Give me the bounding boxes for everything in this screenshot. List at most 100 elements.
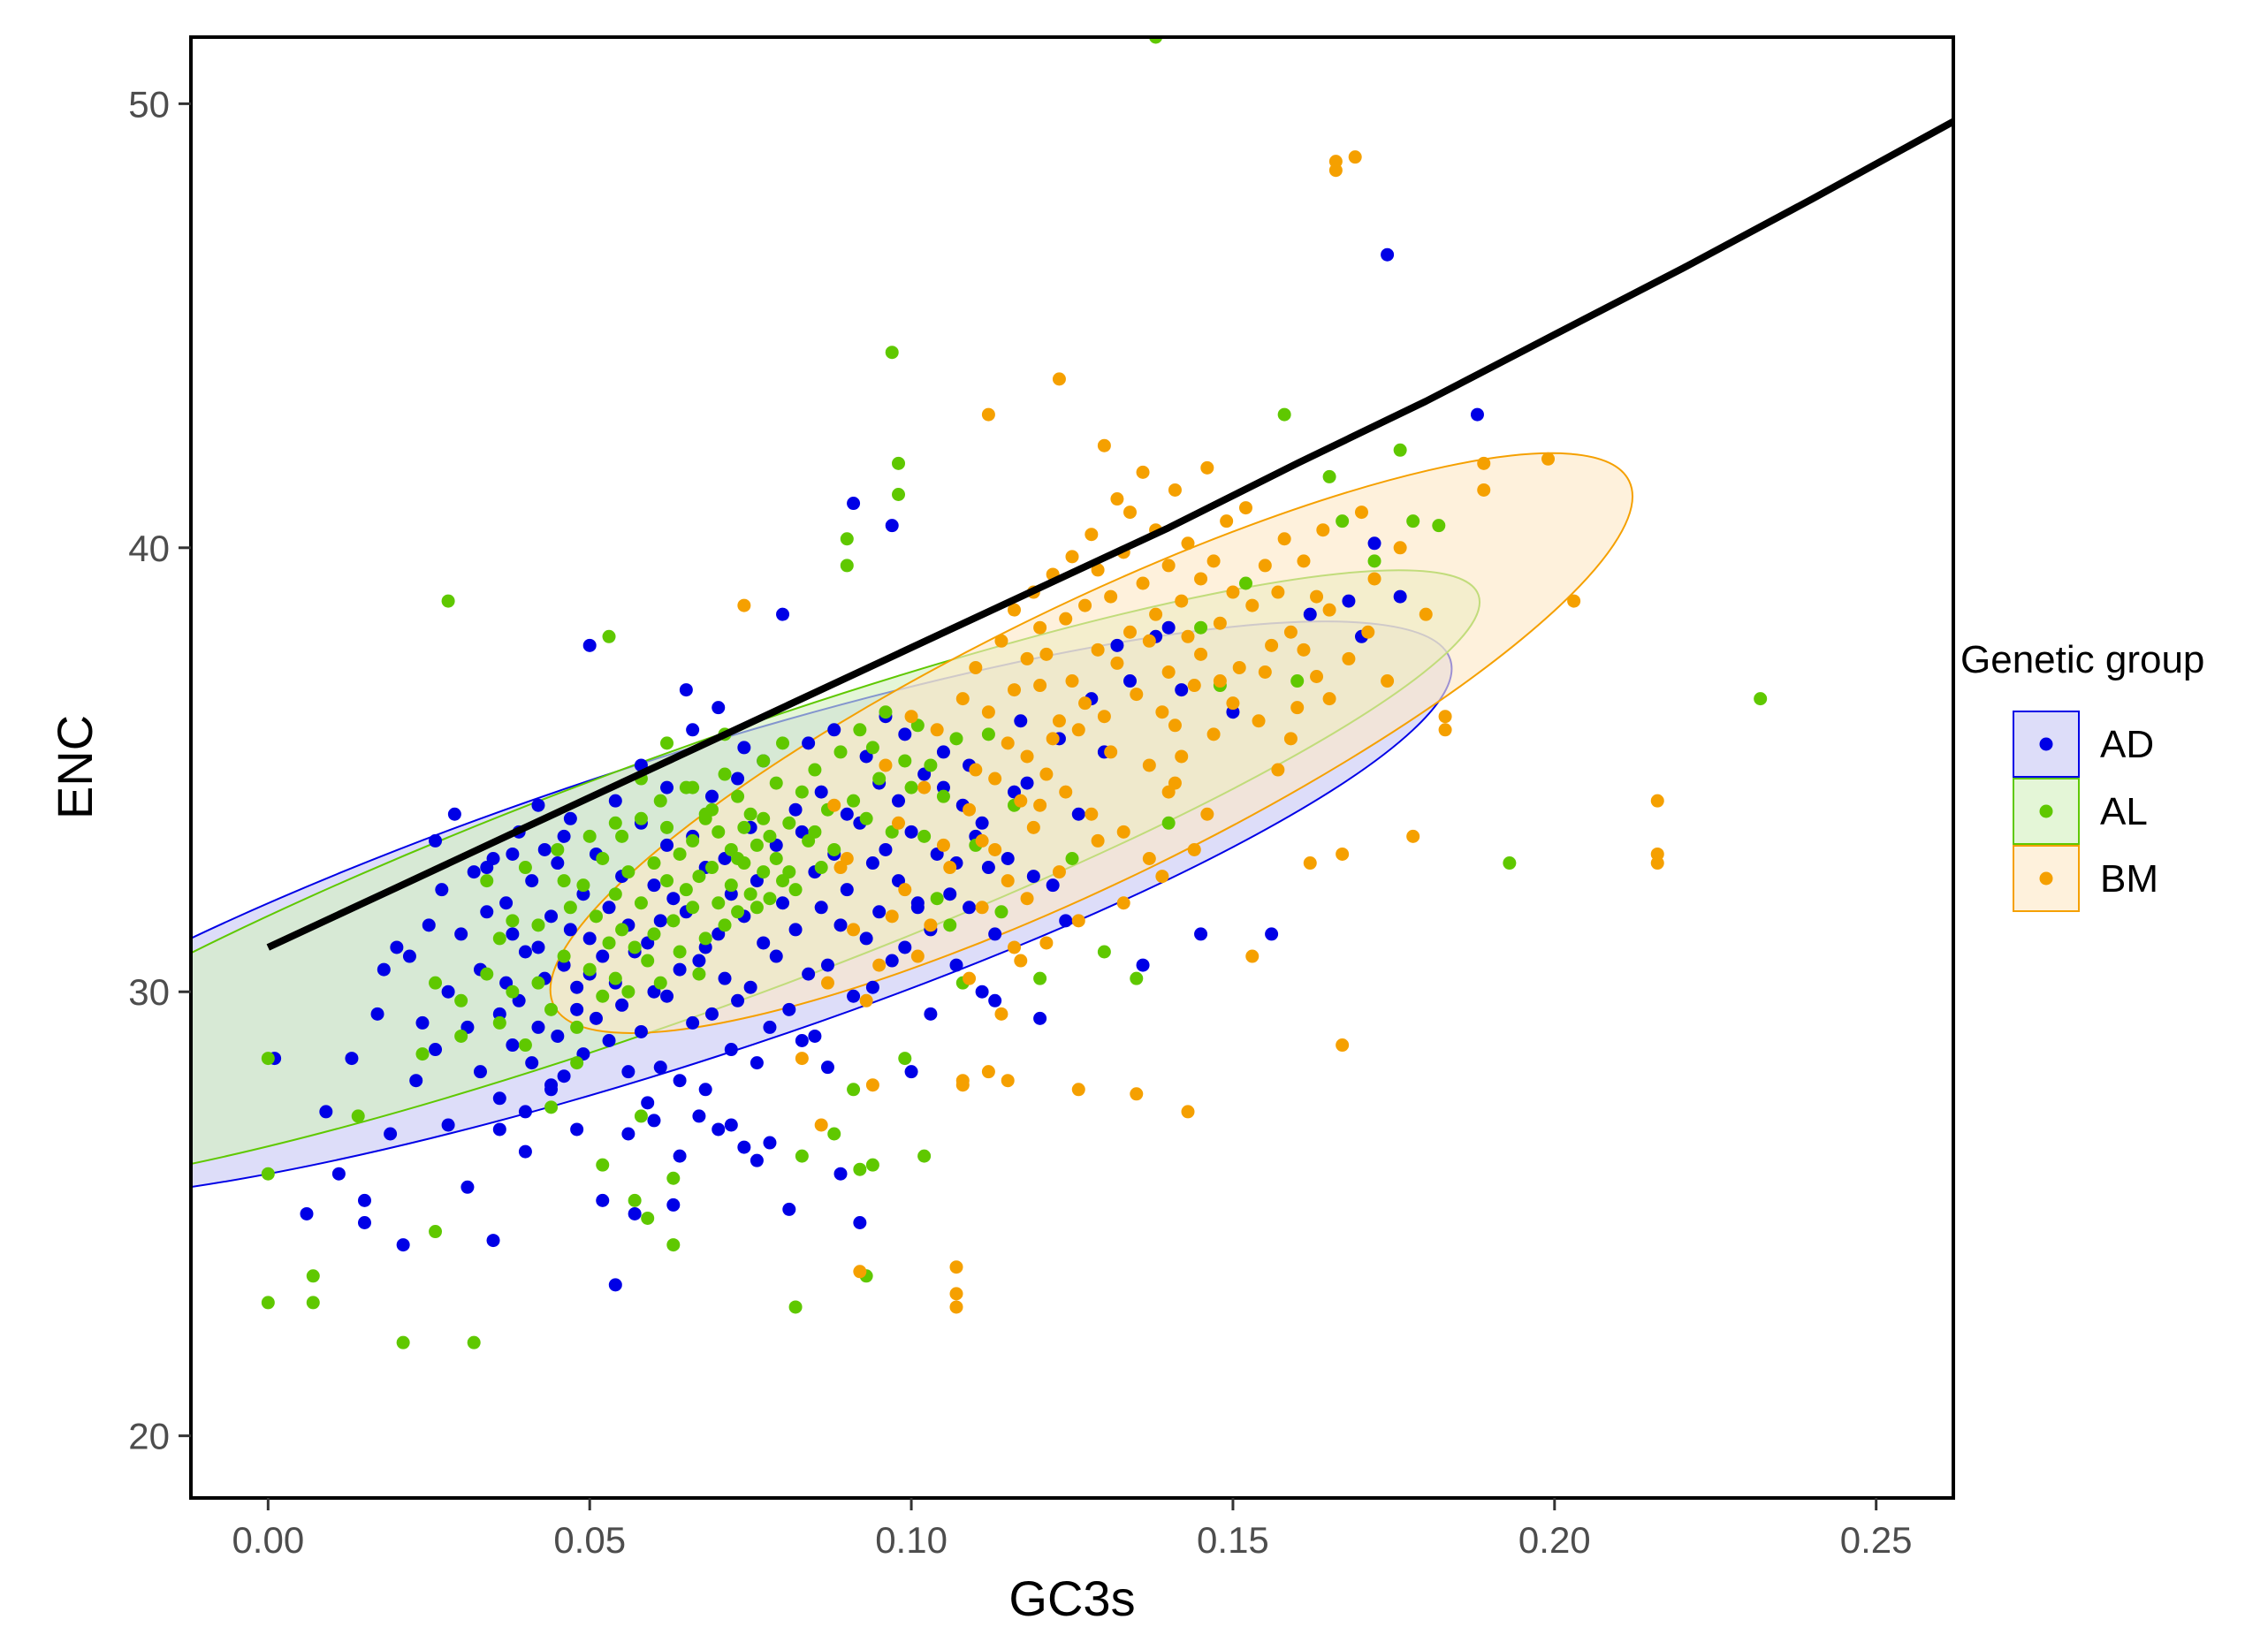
point-bm — [1336, 847, 1350, 861]
point-al — [859, 811, 873, 825]
point-bm — [955, 1078, 970, 1092]
point-al — [757, 811, 771, 825]
point-bm — [963, 802, 977, 817]
point-al — [666, 1238, 681, 1252]
point-ad — [1110, 638, 1124, 652]
point-bm — [1161, 785, 1176, 799]
point-ad — [602, 901, 616, 915]
point-ad — [712, 1122, 726, 1137]
point-al — [892, 456, 906, 470]
point-bm — [1014, 794, 1028, 808]
point-bm — [1008, 940, 1022, 954]
point-al — [596, 989, 610, 1003]
point-bm — [1290, 701, 1305, 715]
point-ad — [345, 1052, 359, 1066]
point-al — [917, 829, 932, 843]
point-bm — [1039, 767, 1054, 781]
point-ad — [910, 901, 925, 915]
point-bm — [904, 710, 918, 724]
point-ad — [1470, 407, 1484, 422]
point-al — [686, 780, 700, 794]
point-ad — [763, 1020, 777, 1034]
point-ad — [666, 1197, 681, 1212]
x-tick-label: 0.00 — [232, 1519, 304, 1561]
point-bm — [885, 909, 899, 924]
point-ad — [743, 980, 757, 994]
point-bm — [981, 1065, 995, 1079]
confidence-ellipses — [191, 452, 1633, 1204]
series-bm — [737, 150, 1664, 1314]
point-ad — [1001, 851, 1015, 865]
point-ad — [409, 1074, 423, 1088]
point-ad — [357, 1193, 371, 1207]
point-ad — [833, 1167, 848, 1181]
point-al — [853, 723, 867, 737]
point-al — [429, 976, 443, 990]
point-bm — [1020, 749, 1034, 764]
point-bm — [949, 1287, 963, 1301]
point-al — [518, 1038, 532, 1053]
point-ad — [653, 1061, 667, 1075]
point-bm — [1142, 851, 1156, 865]
point-al — [943, 918, 957, 932]
point-ad — [975, 985, 989, 999]
legend-item-al: AL — [2013, 778, 2148, 845]
point-al — [847, 1083, 861, 1097]
x-tick-label: 0.25 — [1840, 1519, 1913, 1561]
point-ad — [750, 1153, 764, 1167]
point-al — [582, 829, 597, 843]
point-ad — [865, 856, 879, 871]
point-ad — [1136, 958, 1150, 972]
point-ad — [660, 989, 674, 1003]
point-ad — [872, 905, 887, 919]
point-bm — [1008, 683, 1022, 697]
point-bm — [1130, 688, 1144, 702]
point-bm — [1071, 723, 1085, 737]
point-al — [306, 1296, 320, 1310]
point-ad — [596, 949, 610, 963]
point-al — [602, 629, 616, 643]
point-al — [506, 985, 520, 999]
point-ad — [647, 1114, 661, 1128]
point-ad — [892, 794, 906, 808]
point-ad — [704, 1007, 719, 1021]
point-ad — [570, 980, 584, 994]
point-al — [608, 816, 622, 830]
point-al — [506, 914, 520, 928]
expected-curve-line — [266, 118, 1953, 951]
point-ad — [544, 1083, 559, 1097]
point-ad — [621, 1127, 635, 1141]
point-al — [795, 785, 809, 799]
point-ad — [1014, 714, 1028, 728]
point-ad — [429, 833, 443, 848]
point-ad — [712, 701, 726, 715]
point-bm — [1116, 896, 1130, 910]
point-al — [653, 976, 667, 990]
point-bm — [975, 833, 989, 848]
point-bm — [1110, 492, 1124, 506]
point-bm — [1110, 656, 1124, 670]
point-ad — [518, 945, 532, 959]
point-al — [1432, 519, 1446, 533]
point-ad — [1026, 870, 1040, 884]
point-ad — [589, 1011, 603, 1025]
point-ad — [467, 865, 481, 879]
point-ad — [602, 1033, 616, 1047]
point-bm — [943, 861, 957, 875]
point-al — [1290, 674, 1305, 688]
point-ad — [634, 1024, 648, 1038]
point-al — [673, 945, 687, 959]
point-bm — [1155, 705, 1169, 719]
point-bm — [1419, 607, 1433, 621]
point-bm — [1104, 589, 1118, 604]
point-bm — [1245, 949, 1260, 963]
point-al — [1367, 554, 1381, 568]
point-bm — [1271, 763, 1285, 777]
point-bm — [994, 1007, 1008, 1021]
point-al — [808, 763, 822, 777]
point-al — [1336, 514, 1350, 528]
point-bm — [1001, 874, 1015, 888]
point-al — [647, 927, 661, 941]
point-ad — [737, 741, 751, 755]
point-ad — [525, 874, 539, 888]
